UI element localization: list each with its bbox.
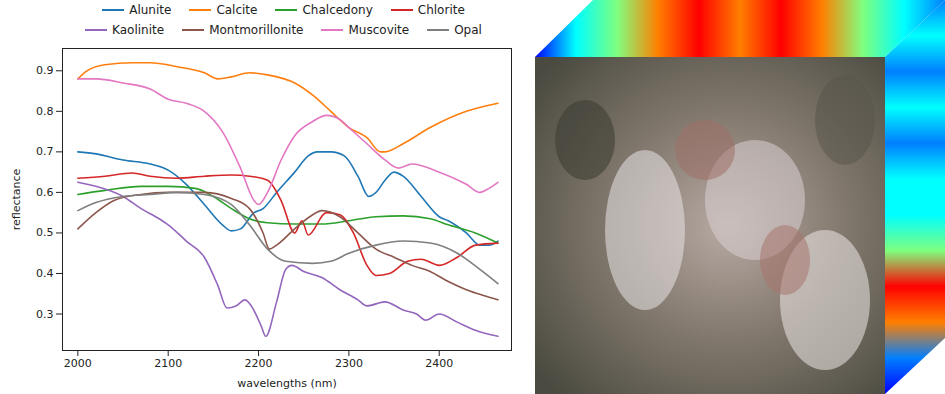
svg-text:2300: 2300 — [335, 357, 363, 370]
svg-text:0.6: 0.6 — [36, 186, 54, 199]
html-text:Kaolinite: Kaolinite — [112, 23, 165, 37]
html-text:Chlorite: Chlorite — [417, 3, 465, 17]
html-text:Calcite: Calcite — [216, 3, 258, 17]
svg-text:0.4: 0.4 — [36, 267, 54, 280]
html-text:Montmorillonite: Montmorillonite — [209, 23, 304, 37]
html-text:Chalcedony: Chalcedony — [302, 3, 373, 17]
svg-text:2100: 2100 — [154, 357, 182, 370]
svg-text:0.7: 0.7 — [36, 145, 54, 158]
svg-text:2000: 2000 — [64, 357, 92, 370]
svg-text:0.5: 0.5 — [36, 226, 54, 239]
html-text:Opal: Opal — [454, 23, 482, 37]
svg-text:reflectance: reflectance — [10, 168, 23, 230]
svg-text:wavelengths (nm): wavelengths (nm) — [237, 377, 337, 390]
svg-text:2400: 2400 — [425, 357, 453, 370]
svg-text:0.8: 0.8 — [36, 105, 54, 118]
svg-text:0.9: 0.9 — [36, 64, 54, 77]
svg-text:2200: 2200 — [245, 357, 273, 370]
svg-text:0.3: 0.3 — [36, 308, 54, 321]
html-text:Muscovite: Muscovite — [348, 23, 410, 37]
html-text:Alunite: Alunite — [129, 3, 172, 17]
